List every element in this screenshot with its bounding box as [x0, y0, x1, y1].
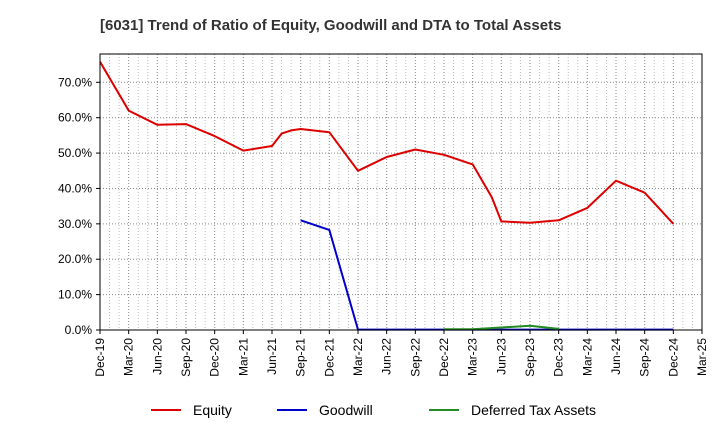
x-tick-label: Dec-23	[552, 338, 566, 377]
x-tick-label: Mar-23	[466, 338, 480, 376]
x-tick-label: Dec-24	[666, 338, 680, 377]
x-tick-label: Mar-22	[351, 338, 365, 376]
series-line-deferred-tax-assets	[444, 324, 559, 331]
y-tick-label: 30.0%	[58, 217, 92, 231]
x-tick-label: Dec-22	[437, 338, 451, 377]
legend-label-goodwill: Goodwill	[319, 402, 373, 418]
axis-layer: 0.0% 10.0% 20.0% 30.0% 40.0% 50.0% 60.0% 70.0% D…	[58, 75, 709, 376]
y-tick-label: 70.0%	[58, 75, 92, 89]
y-tick-label: 20.0%	[58, 252, 92, 266]
series-line-equity	[99, 61, 675, 225]
y-tick-label: 50.0%	[58, 146, 92, 160]
x-tick-label: Mar-25	[695, 338, 709, 376]
x-tick-label: Mar-21	[236, 338, 250, 376]
y-tick-label: 40.0%	[58, 181, 92, 195]
y-tick-label: 10.0%	[58, 288, 92, 302]
y-tick-label: 60.0%	[58, 111, 92, 125]
legend-label-deferred-tax-assets: Deferred Tax Assets	[471, 402, 596, 418]
x-tick-label: Sep-21	[294, 338, 308, 377]
legend-label-equity: Equity	[193, 402, 232, 418]
legend-layer: Equity Goodwill Deferred Tax Assets	[151, 402, 596, 418]
x-tick-label: Jun-21	[265, 338, 279, 375]
x-tick-label: Dec-20	[208, 338, 222, 377]
x-tick-label: Sep-20	[179, 338, 193, 377]
x-tick-label: Mar-24	[580, 338, 594, 376]
y-tick-label: 0.0%	[65, 323, 93, 337]
x-tick-label: Jun-20	[150, 338, 164, 375]
x-tick-label: Sep-22	[408, 338, 422, 377]
series-line-goodwill	[300, 219, 674, 331]
plot-frame	[99, 53, 703, 331]
x-tick-label: Dec-19	[93, 338, 107, 377]
x-tick-label: Sep-24	[638, 338, 652, 377]
x-tick-label: Dec-21	[322, 338, 336, 377]
grid-layer	[100, 54, 702, 330]
x-tick-label: Jun-22	[380, 338, 394, 375]
x-tick-label: Sep-23	[523, 338, 537, 377]
x-tick-label: Jun-23	[494, 338, 508, 375]
x-tick-label: Mar-20	[122, 338, 136, 376]
chart-title: [6031] Trend of Ratio of Equity, Goodwil…	[100, 17, 561, 34]
x-tick-label: Jun-24	[609, 338, 623, 375]
